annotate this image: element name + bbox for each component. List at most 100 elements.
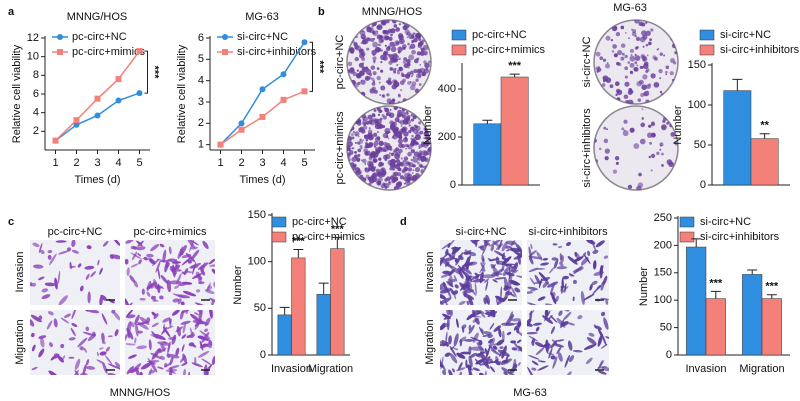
error-bar xyxy=(759,133,770,139)
cell xyxy=(136,246,146,251)
cell xyxy=(482,333,491,338)
cell xyxy=(582,252,587,258)
colony xyxy=(390,152,394,157)
cell xyxy=(492,345,498,350)
colony xyxy=(367,68,370,71)
cell xyxy=(538,272,548,282)
cell xyxy=(583,343,597,350)
colony xyxy=(355,35,358,39)
cell xyxy=(102,240,109,247)
cell xyxy=(508,266,511,279)
colony xyxy=(627,37,630,40)
colony xyxy=(610,39,614,42)
cell xyxy=(506,248,511,252)
colony xyxy=(650,73,656,79)
colony xyxy=(605,35,611,41)
colony xyxy=(354,56,359,62)
cell xyxy=(537,360,546,363)
cell xyxy=(449,287,455,295)
cell xyxy=(57,250,70,255)
colony xyxy=(368,182,372,186)
cell xyxy=(165,325,174,330)
cell xyxy=(480,262,485,270)
cell xyxy=(544,303,553,305)
colony xyxy=(380,69,384,73)
colony xyxy=(380,61,383,64)
colony xyxy=(364,167,368,171)
cell xyxy=(135,323,139,337)
cell xyxy=(440,273,451,278)
colony xyxy=(423,144,428,149)
cell xyxy=(492,265,499,277)
colony xyxy=(659,90,663,94)
cell xyxy=(466,313,475,321)
cell xyxy=(459,371,463,375)
cell xyxy=(197,335,203,339)
cell xyxy=(141,288,145,295)
cell xyxy=(167,258,177,262)
cell xyxy=(577,315,583,320)
colony xyxy=(624,75,628,79)
colony xyxy=(417,153,422,159)
cell xyxy=(203,328,209,333)
cell xyxy=(583,293,595,301)
colony xyxy=(359,138,362,141)
cell xyxy=(444,352,451,357)
colony xyxy=(380,54,386,61)
legend-label: si-circ+NC xyxy=(237,31,288,43)
cell xyxy=(40,337,45,348)
cell xyxy=(558,352,563,362)
cell xyxy=(441,242,451,250)
cell xyxy=(513,342,519,349)
colony xyxy=(368,127,371,130)
cell xyxy=(149,360,158,373)
colony xyxy=(646,54,649,57)
legend-label: pc-circ+mimics xyxy=(292,231,366,243)
colony xyxy=(624,32,627,34)
colony xyxy=(408,46,412,50)
colony xyxy=(372,151,377,156)
cell xyxy=(132,246,138,250)
cell xyxy=(181,344,185,352)
cell xyxy=(498,328,502,338)
colony xyxy=(391,98,396,102)
colony xyxy=(641,55,647,61)
cell xyxy=(598,328,603,337)
cell xyxy=(31,344,36,352)
cell xyxy=(527,318,532,326)
colony xyxy=(364,75,370,81)
cell xyxy=(101,340,106,345)
cell xyxy=(580,291,585,305)
colony xyxy=(377,43,381,47)
cell xyxy=(151,311,157,317)
cell xyxy=(592,286,600,295)
colony xyxy=(670,58,675,63)
cell xyxy=(107,363,120,370)
cell xyxy=(472,318,480,323)
colony xyxy=(419,130,424,135)
cell xyxy=(125,310,134,318)
cell xyxy=(179,245,187,257)
cell xyxy=(190,249,200,261)
x-tick-label: 2 xyxy=(73,157,79,169)
row-label: Invasion xyxy=(424,252,436,293)
colony xyxy=(408,124,411,127)
colony xyxy=(666,121,669,125)
legend-label: si-circ+inhibitors xyxy=(700,231,780,243)
colony xyxy=(628,89,634,95)
cell xyxy=(211,300,215,305)
cell xyxy=(202,240,209,249)
significance-bracket xyxy=(309,41,313,92)
cell xyxy=(177,294,191,299)
colony xyxy=(367,129,373,135)
colony xyxy=(368,72,373,77)
cell xyxy=(564,354,570,368)
cell xyxy=(454,258,458,263)
cell xyxy=(567,340,573,351)
colony xyxy=(612,44,617,49)
colony xyxy=(371,77,375,81)
cell xyxy=(600,311,606,317)
cell xyxy=(490,349,502,357)
x-tick-label: 3 xyxy=(259,157,265,169)
cell xyxy=(588,332,595,337)
